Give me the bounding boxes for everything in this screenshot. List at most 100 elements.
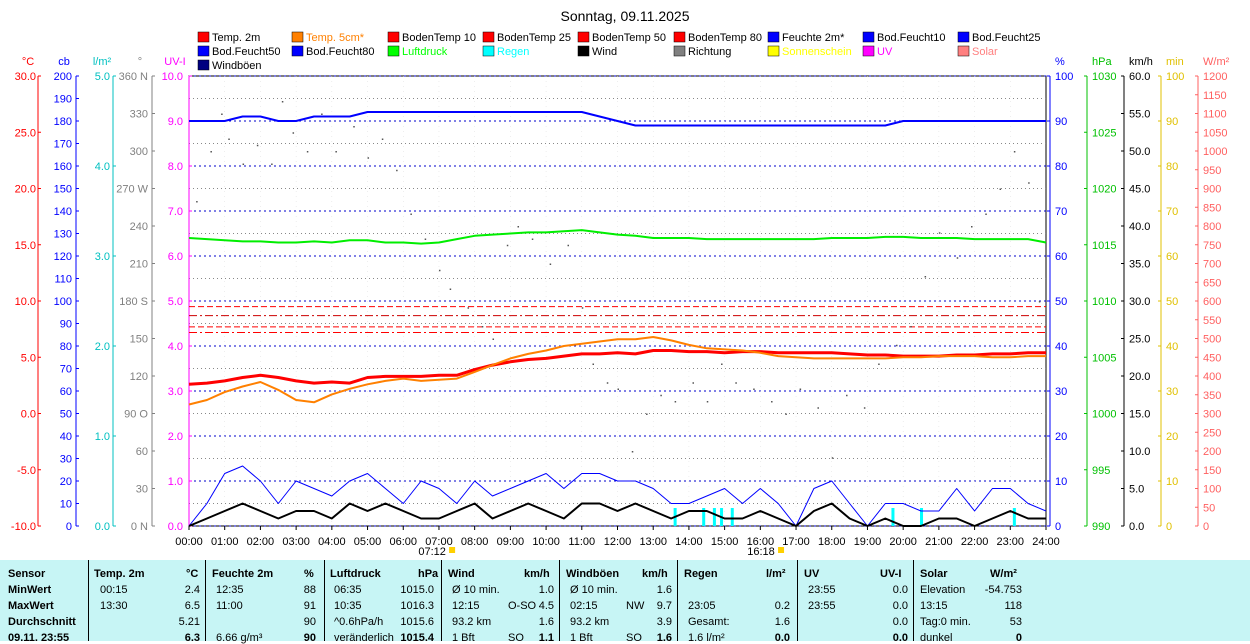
axis-tick-label-solar: 400 (1203, 371, 1221, 383)
x-tick-label: 07:00 (425, 536, 453, 548)
stats-value: 23:55 (808, 600, 836, 612)
axis-tick-label-temp: 30.0 (15, 71, 36, 83)
axis-tick-label-hum: 90 (1055, 116, 1067, 128)
direction-point (735, 382, 737, 384)
x-tick-label: 03:00 (282, 536, 310, 548)
axis-tick-label-hum: 60 (1055, 251, 1067, 263)
series-line (188, 502, 1046, 527)
stats-value: 1015.6 (400, 616, 434, 628)
direction-point (985, 213, 987, 215)
legend-swatch (482, 45, 495, 57)
direction-point (292, 132, 295, 134)
stats-value: 0.0 (892, 600, 908, 612)
legend-swatch (577, 31, 590, 43)
axis-tick-label-press: 1015 (1092, 240, 1116, 252)
axis-tick-label-uv: 10.0 (162, 71, 183, 83)
stats-row-label: MaxWert (8, 600, 54, 612)
table-separator (677, 560, 678, 641)
stats-value: 6.66 g/m³ (216, 632, 263, 644)
legend-swatch (673, 45, 686, 57)
axis-tick-label-wind: 20.0 (1129, 371, 1150, 383)
legend-label: Bod.Feucht25 (972, 32, 1041, 44)
axis-tick-label-uv: 2.0 (168, 431, 183, 443)
direction-point (396, 169, 398, 172)
direction-point (381, 138, 384, 140)
axis-tick-label-cb: 20 (60, 476, 72, 488)
axis-tick-label-rainm2: 0.0 (95, 521, 110, 533)
x-tick-label: 13:00 (639, 536, 667, 548)
axis-tick-label-hum: 70 (1055, 206, 1067, 218)
stats-value: 2.4 (184, 584, 200, 596)
axis-tick-label-sunmin: 40 (1166, 341, 1178, 353)
direction-point (424, 238, 427, 240)
legend-swatch (577, 45, 590, 57)
axis-tick-label-press: 1025 (1092, 127, 1116, 139)
axis-title-solar: W/m² (1203, 56, 1230, 68)
rain-bar (712, 508, 716, 526)
direction-point (531, 238, 534, 240)
legend-label: UV (877, 46, 893, 58)
axis-tick-label-wind: 5.0 (1129, 484, 1144, 496)
x-tick-label: 05:00 (354, 536, 382, 548)
x-tick-label: 15:00 (711, 536, 739, 548)
table-separator (797, 560, 798, 641)
direction-point (938, 232, 941, 234)
axis-tick-label-solar: 550 (1203, 315, 1221, 327)
stats-value: 10:35 (334, 600, 362, 612)
x-tick-label: 01:00 (211, 536, 239, 548)
stats-value: Gesamt: (688, 616, 730, 628)
axis-tick-label-rainm2: 4.0 (95, 161, 110, 173)
stats-header: Temp. 2m (94, 568, 145, 580)
stats-header: Luftdruck (330, 568, 381, 580)
stats-value: 88 (303, 584, 316, 596)
direction-point (492, 338, 495, 340)
axis-tick-label-solar: 300 (1203, 409, 1221, 421)
stats-row-label: 09.11. 23:55 (8, 632, 70, 644)
axis-title-wind: km/h (1129, 56, 1153, 68)
x-tick-label: 08:00 (461, 536, 489, 548)
axis-tick-label-sunmin: 70 (1166, 206, 1178, 218)
stats-value: 13:15 (920, 600, 948, 612)
rain-bar (730, 508, 734, 526)
direction-point (1013, 151, 1016, 153)
stats-header: Windböen (566, 568, 620, 580)
axis-tick-label-dir: 150 (130, 334, 148, 346)
axis-tick-label-solar: 700 (1203, 259, 1221, 271)
series-line (189, 111, 1046, 127)
x-tick-label: 14:00 (675, 536, 703, 548)
direction-point (999, 188, 1002, 190)
stats-value: 13:30 (100, 600, 128, 612)
x-tick-label: 10:00 (532, 536, 560, 548)
x-tick-label: 06:00 (389, 536, 417, 548)
direction-point (481, 326, 484, 328)
stats-value: 3.9 (656, 616, 672, 628)
axis-title-rainm2: l/m² (93, 56, 112, 68)
stats-value: 1015.0 (400, 584, 434, 596)
axis-tick-label-wind: 30.0 (1129, 296, 1150, 308)
direction-point (449, 288, 452, 290)
axis-tick-label-uv: 8.0 (168, 161, 183, 173)
axis-tick-label-sunmin: 90 (1166, 116, 1178, 128)
axis-tick-label-dir: 270 W (116, 184, 148, 196)
x-tick-label: 17:00 (782, 536, 810, 548)
direction-point (228, 138, 230, 140)
x-tick-label: 16:00 (747, 536, 775, 548)
axis-tick-label-solar: 100 (1203, 484, 1221, 496)
rain-bar (920, 508, 924, 526)
direction-point (631, 451, 634, 453)
axis-tick-label-hum: 30 (1055, 386, 1067, 398)
direction-point (1038, 301, 1041, 303)
axis-tick-label-solar: 1050 (1203, 127, 1227, 139)
legend-swatch (197, 59, 210, 71)
stats-value: NW (626, 600, 645, 612)
axis-tick-label-temp: 15.0 (15, 240, 36, 252)
axis-tick-label-dir: 90 O (124, 409, 148, 421)
axis-tick-label-wind: 40.0 (1129, 221, 1150, 233)
axis-tick-label-solar: 1200 (1203, 71, 1227, 83)
axis-tick-label-dir: 60 (136, 446, 148, 458)
axis-tick-label-wind: 25.0 (1129, 334, 1150, 346)
direction-point (924, 276, 927, 278)
stats-value: 0.0 (892, 632, 908, 644)
sunrise-label: 07:12 (418, 546, 446, 558)
axis-tick-label-solar: 1100 (1203, 109, 1227, 121)
